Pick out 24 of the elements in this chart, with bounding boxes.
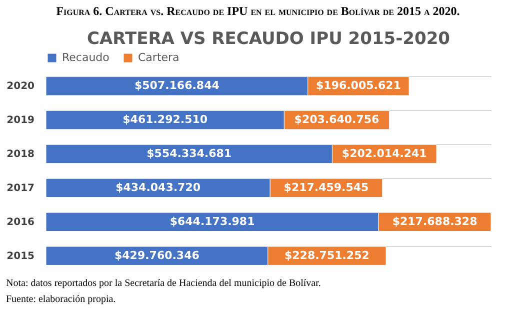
- data-label: $434.043.720: [116, 180, 201, 194]
- chart-title: CARTERA VS RECAUDO IPU 2015-2020: [87, 29, 450, 49]
- y-tick-label: 2016: [6, 216, 35, 228]
- y-tick-label: 2015: [6, 250, 35, 262]
- data-label: $203.640.756: [294, 113, 380, 126]
- data-label: $429.760.346: [114, 248, 200, 262]
- text: Nota: datos reportados por la Secretaría de Hacienda del municipio de Bolívar.: [5, 277, 322, 291]
- y-tick-label: 2020: [6, 81, 35, 92]
- data-label: $196.005.621: [316, 79, 401, 92]
- legend-label: Cartera: [138, 51, 180, 64]
- y-tick-label: 2018: [6, 149, 35, 160]
- data-label: $554.334.681: [146, 147, 232, 160]
- data-label: $202.014.241: [342, 147, 427, 160]
- legend-label: Recaudo: [62, 51, 110, 64]
- source-note: Fuente: elaboración propia.: [5, 293, 117, 307]
- data-label: $217.688.328: [392, 214, 478, 228]
- data-label: $217.459.545: [284, 180, 369, 194]
- text: Figura 6. Cartera vs. Recaudo de IPU en el municipio de Bolívar de 2015 a 2020.: [55, 3, 461, 20]
- y-tick-label: 2017: [6, 182, 35, 194]
- data-label: $461.292.510: [122, 113, 208, 126]
- data-label: $228.751.252: [284, 248, 370, 262]
- data-label: $507.166.844: [134, 79, 220, 92]
- y-tick-label: 2019: [6, 115, 35, 126]
- data-label: $644.173.981: [170, 214, 255, 228]
